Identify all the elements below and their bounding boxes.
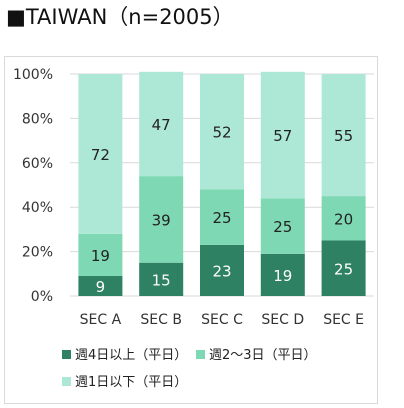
bar-segment-2-sec-a — [78, 233, 123, 277]
data-label: 19 — [273, 267, 292, 285]
legend-swatch — [62, 350, 71, 359]
data-label: 23 — [212, 262, 231, 280]
data-label: 9 — [96, 278, 106, 296]
x-tick-label: SEC D — [261, 312, 304, 328]
y-tick-label: 80% — [22, 111, 53, 127]
data-label: 15 — [152, 271, 171, 289]
legend-item-series-1: 週2～3日（平日） — [196, 344, 317, 363]
data-label: 25 — [273, 218, 292, 236]
y-tick-label: 0% — [31, 289, 53, 305]
bar-segment-2-sec-e — [321, 196, 366, 241]
data-label: 20 — [334, 210, 353, 228]
data-label: 39 — [152, 211, 171, 229]
data-label: 72 — [91, 146, 110, 164]
legend-item-series-2: 週1日以下（平日） — [62, 371, 187, 390]
bar-segment-1-sec-d — [260, 253, 305, 296]
legend-label: 週4日以上（平日） — [75, 348, 188, 363]
x-tick-label: SEC A — [80, 312, 122, 328]
bar-segment-3-sec-c — [200, 74, 244, 190]
chart-title: ■TAIWAN（n=2005） — [6, 5, 234, 29]
y-tick-label: 20% — [22, 245, 53, 261]
y-tick-label: 40% — [22, 200, 53, 216]
y-tick-label: 60% — [22, 156, 53, 172]
chart-frame — [4, 56, 378, 404]
bar-segment-1-sec-a — [78, 276, 123, 296]
x-tick-label: SEC B — [140, 312, 182, 328]
y-tick-label: 100% — [13, 67, 53, 83]
data-label: 52 — [212, 124, 231, 142]
legend-label: 週2～3日（平日） — [209, 348, 317, 363]
x-tick-label: SEC C — [201, 312, 243, 328]
bar-segment-2-sec-d — [260, 198, 305, 254]
bar-segment-2-sec-c — [200, 189, 244, 245]
data-label: 25 — [212, 209, 231, 227]
legend-label: 週1日以下（平日） — [75, 375, 188, 390]
data-label: 47 — [152, 116, 171, 134]
legend-swatch — [62, 377, 71, 386]
bar-segment-3-sec-d — [260, 71, 305, 199]
data-label: 25 — [334, 260, 353, 278]
bar-segment-3-sec-b — [139, 71, 184, 177]
bar-segment-1-sec-c — [200, 244, 244, 296]
data-label: 57 — [273, 127, 292, 145]
legend-swatch — [196, 350, 205, 359]
data-label: 19 — [91, 247, 110, 265]
bar-segment-2-sec-b — [139, 176, 184, 263]
bar-segment-3-sec-e — [321, 74, 366, 197]
bar-segment-1-sec-b — [139, 262, 184, 296]
legend-item-series-0: 週4日以上（平日） — [62, 344, 187, 363]
x-tick-label: SEC E — [323, 312, 364, 328]
bar-segment-3-sec-a — [78, 74, 123, 234]
bar-segment-1-sec-e — [321, 240, 366, 296]
data-label: 55 — [334, 127, 353, 145]
